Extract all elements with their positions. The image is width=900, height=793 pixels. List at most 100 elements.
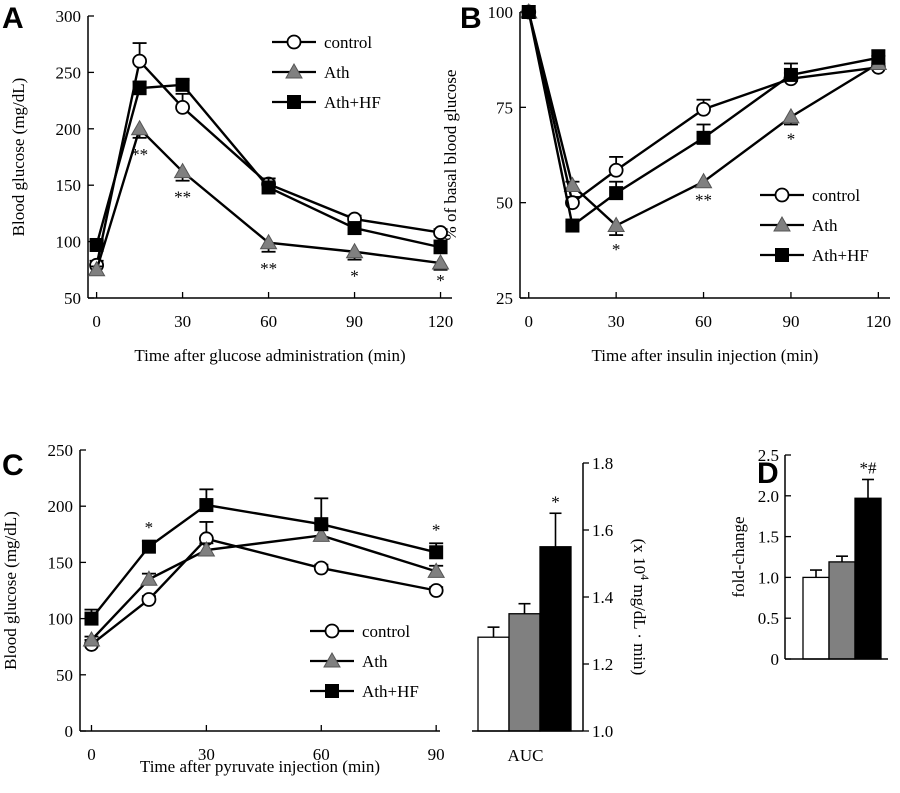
significance-mark: ** xyxy=(174,188,191,207)
series-line xyxy=(95,126,441,271)
y-tick-label: 1.8 xyxy=(592,454,613,473)
x-axis-label: Time after insulin injection (min) xyxy=(592,346,819,365)
data-point xyxy=(132,53,147,69)
series-line xyxy=(527,11,879,228)
series-control xyxy=(84,521,444,652)
legend-label: Ath xyxy=(324,63,350,82)
data-point xyxy=(312,526,331,542)
significance-mark: * xyxy=(612,240,621,259)
x-tick-label: 60 xyxy=(695,312,712,331)
y-tick-label: 50 xyxy=(64,289,81,308)
panel-c-auc: * 1.0 1.2 1.4 1.6 1.8 AUC (x 104 mg/dL · min) xyxy=(472,454,652,765)
y-tick-label: 0.5 xyxy=(758,609,779,628)
y-tick-label: 2.0 xyxy=(758,487,779,506)
data-point xyxy=(313,560,329,576)
y-tick-label: 100 xyxy=(48,610,74,629)
y-tick-label: 0 xyxy=(65,722,74,741)
y-tick-label: 150 xyxy=(56,176,82,195)
data-point xyxy=(433,240,448,255)
x-tick-label: 0 xyxy=(87,745,96,764)
y-tick-label: 1.5 xyxy=(758,528,779,547)
legend-marker xyxy=(773,215,791,232)
x-tick-label: 30 xyxy=(608,312,625,331)
legend-label: control xyxy=(812,186,860,205)
y-axis-label-part: mg/dL · min) xyxy=(630,580,649,675)
data-point xyxy=(565,218,580,233)
data-point xyxy=(347,221,362,236)
y-axis-label: % of basal blood glucose xyxy=(441,70,460,241)
significance-mark: * xyxy=(145,518,154,537)
legend-label: Ath+HF xyxy=(362,682,419,701)
legend-marker xyxy=(324,623,340,639)
data-point xyxy=(84,611,99,626)
data-point xyxy=(132,81,147,96)
data-point xyxy=(696,130,711,145)
x-tick-label: 30 xyxy=(198,745,215,764)
panel-d: *# 0 0.5 1.0 1.5 2.0 2.5 fold-change D xyxy=(729,446,888,669)
data-point xyxy=(141,592,157,607)
significance-mark: ** xyxy=(695,191,712,210)
series-line xyxy=(95,58,441,266)
data-point xyxy=(175,77,190,92)
series-ath xyxy=(87,119,450,277)
y-tick-label: 150 xyxy=(48,553,74,572)
series-line xyxy=(95,83,441,249)
legend-item: Ath xyxy=(310,651,388,671)
significance-mark: *# xyxy=(860,458,878,477)
significance-mark: * xyxy=(432,520,441,539)
legend-item: control xyxy=(760,186,860,205)
data-point xyxy=(431,254,450,270)
legend-item: control xyxy=(310,622,410,641)
legend-item: Ath+HF xyxy=(272,93,381,112)
x-tick-label: 90 xyxy=(782,312,799,331)
y-tick-label: 1.6 xyxy=(592,521,613,540)
x-tick-label: 0 xyxy=(92,312,101,331)
panel-label: C xyxy=(2,449,24,482)
data-point xyxy=(89,237,104,252)
legend-label: Ath xyxy=(362,652,388,671)
y-tick-label: 1.2 xyxy=(592,655,613,674)
series-ath-plus-hf xyxy=(89,77,448,255)
legend-item: Ath xyxy=(272,62,350,82)
data-point xyxy=(521,5,536,19)
x-tick-label: 30 xyxy=(174,312,191,331)
series-line xyxy=(527,11,879,227)
x-axis-label: Time after pyruvate injection (min) xyxy=(140,757,380,776)
significance-mark: * xyxy=(350,267,359,286)
data-point xyxy=(175,99,190,115)
y-tick-label: 50 xyxy=(56,666,73,685)
y-tick-label: 2.5 xyxy=(758,446,779,465)
legend-label: Ath+HF xyxy=(812,246,869,265)
data-point xyxy=(429,545,444,560)
data-point xyxy=(199,498,214,513)
legend-item: control xyxy=(272,33,372,52)
legend-marker xyxy=(287,95,301,109)
y-tick-label: 1.0 xyxy=(592,722,613,741)
data-point xyxy=(607,216,626,233)
data-point xyxy=(782,107,800,124)
data-point xyxy=(783,67,798,82)
data-point xyxy=(141,539,156,554)
bar-control xyxy=(477,636,510,732)
data-point xyxy=(261,180,276,195)
panel-b: 25 50 75 100 0 30 60 90 120 Time after insulin in… xyxy=(441,2,891,365)
x-tick-label: 60 xyxy=(260,312,277,331)
legend-item: Ath xyxy=(760,215,838,235)
panel-c: 0 50 100 150 200 250 0 30 60 90 Time after pyruvat… xyxy=(1,441,446,776)
legend-label: Ath xyxy=(812,216,838,235)
x-tick-label: 120 xyxy=(428,312,454,331)
series-line xyxy=(527,11,879,205)
data-point xyxy=(87,260,106,277)
series-ath-plus-hf xyxy=(521,5,886,233)
legend-marker xyxy=(774,187,790,203)
legend-marker xyxy=(323,651,341,668)
y-axis-label-sup: 4 xyxy=(638,574,652,580)
data-point xyxy=(345,242,364,259)
y-tick-label: 100 xyxy=(56,233,82,252)
y-tick-label: 200 xyxy=(48,497,74,516)
significance-mark: * xyxy=(787,129,796,148)
y-tick-label: 0 xyxy=(771,650,780,669)
significance-mark: ** xyxy=(260,259,277,278)
panel-label: D xyxy=(757,457,779,490)
